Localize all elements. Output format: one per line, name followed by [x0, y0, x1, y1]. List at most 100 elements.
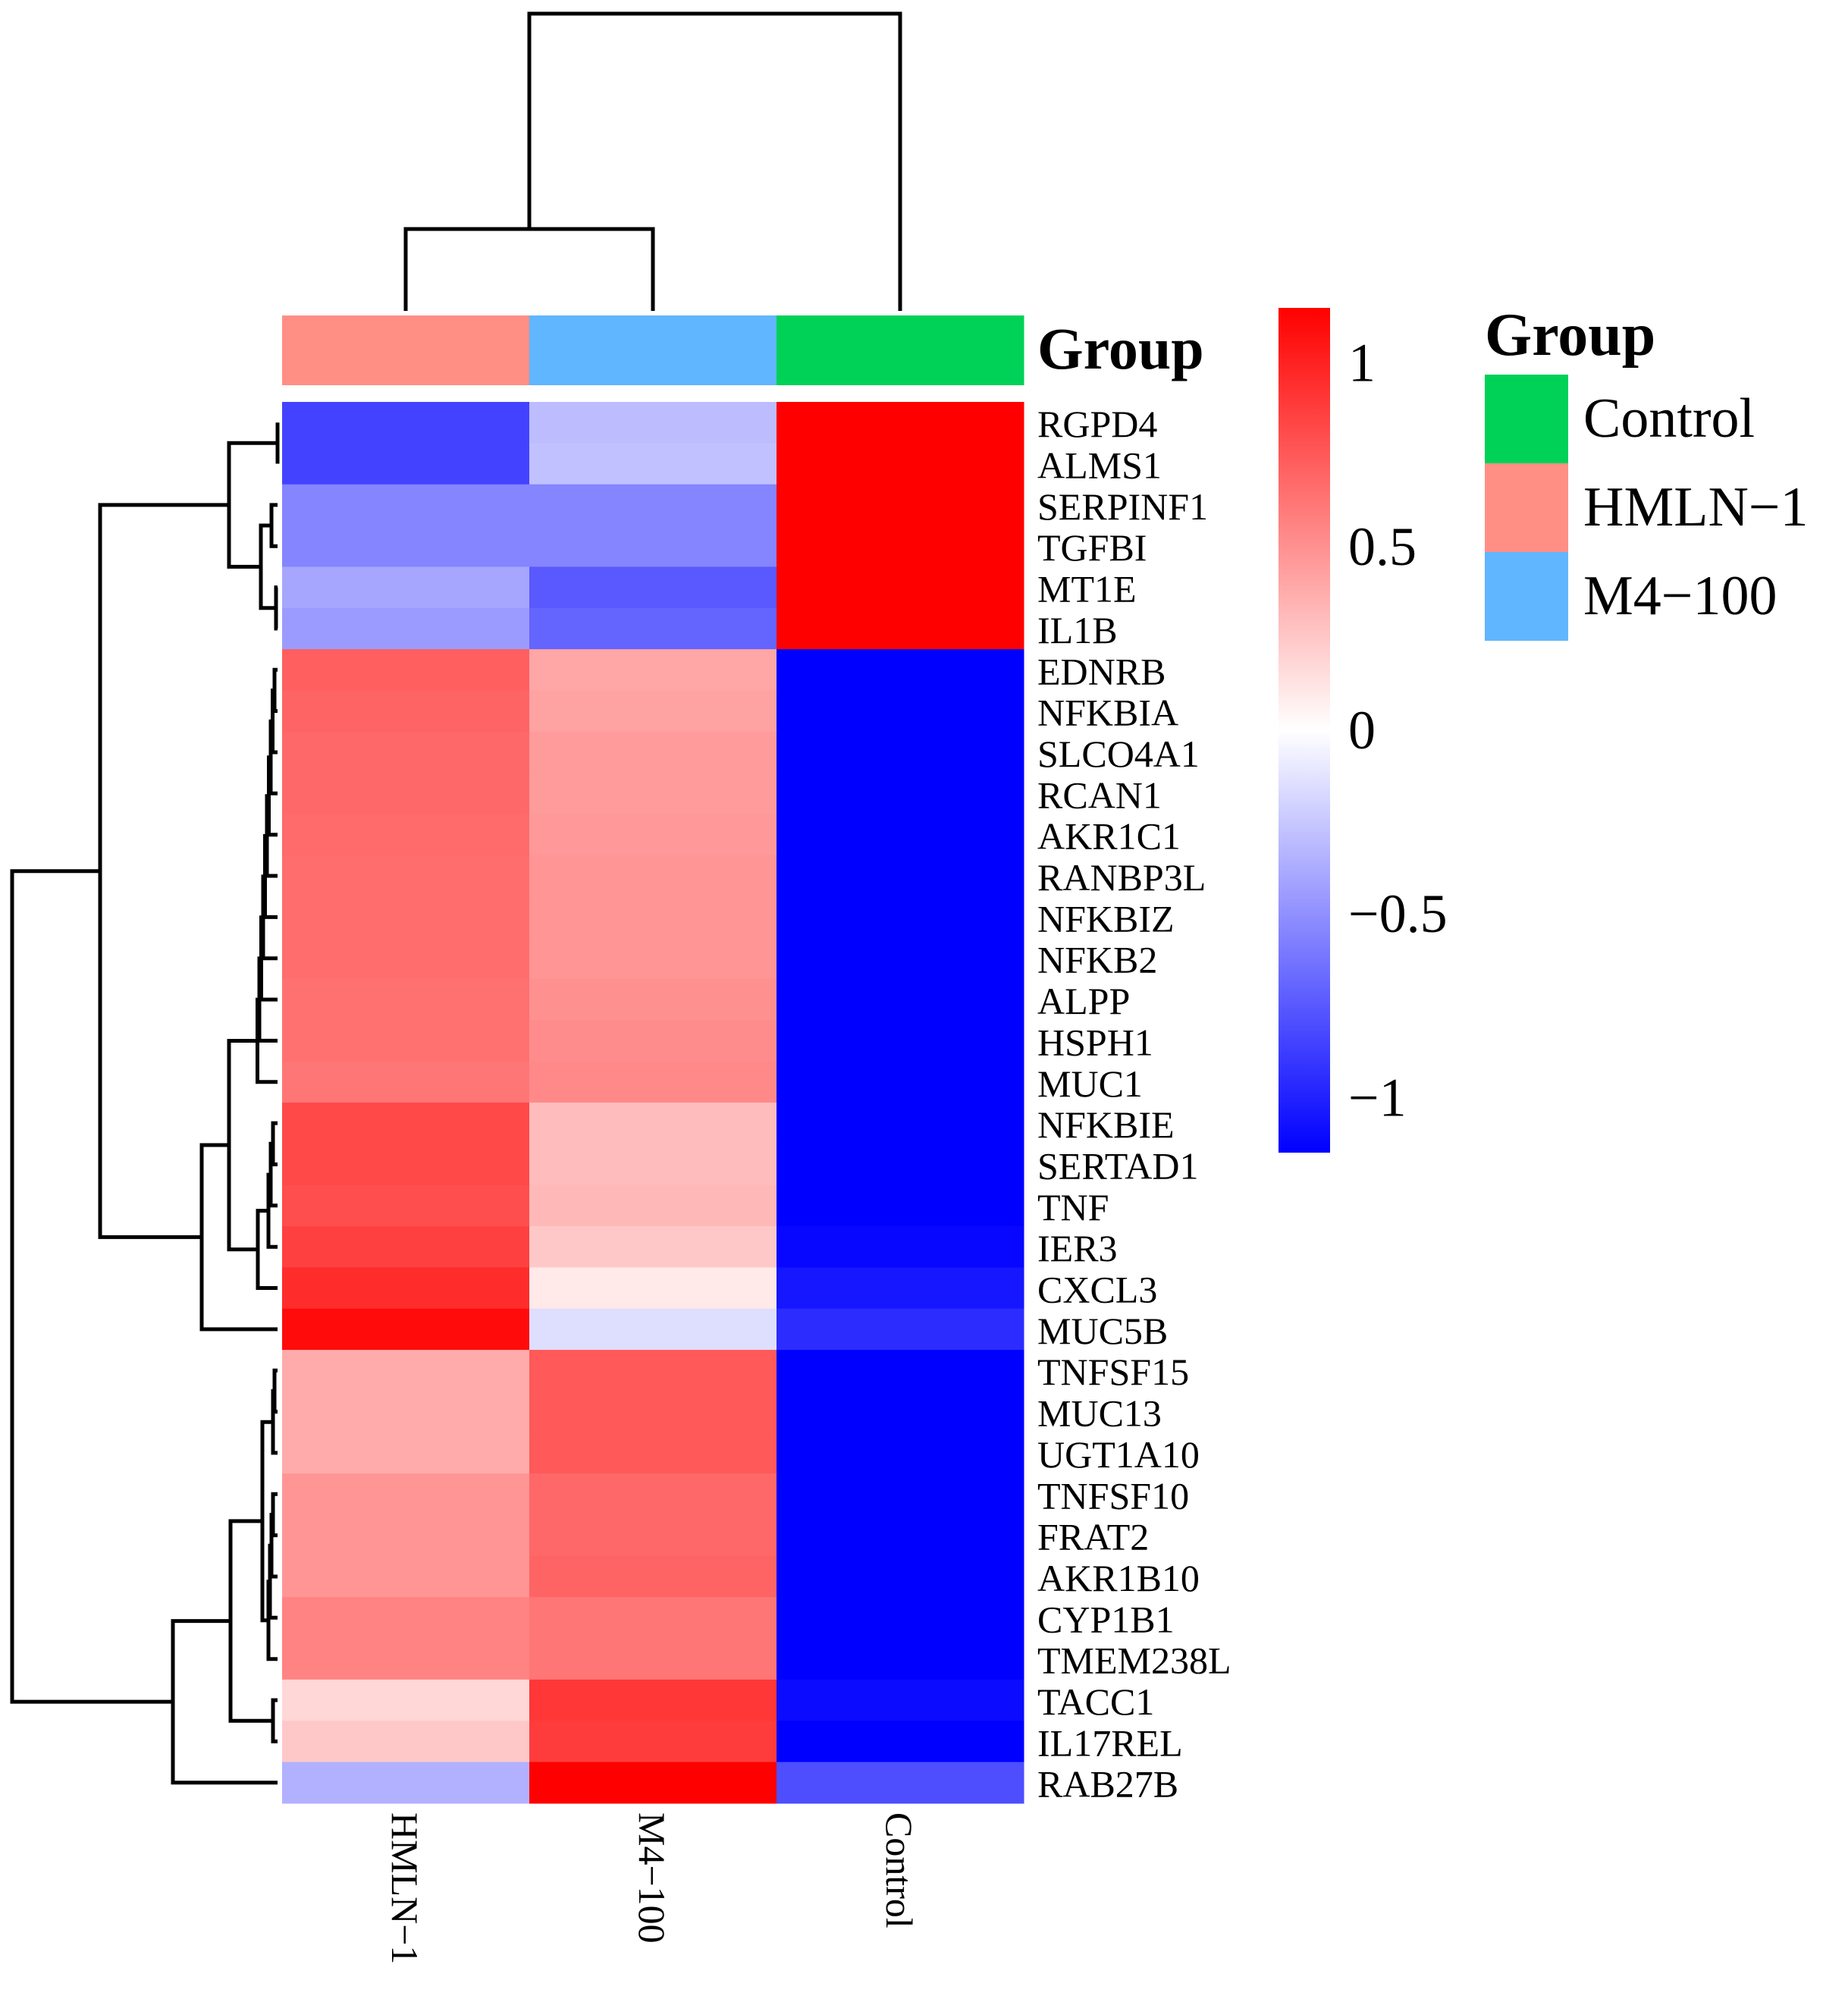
cell-tnf-hmln-1	[282, 1184, 530, 1227]
cell-il17rel-hmln-1	[282, 1721, 530, 1763]
cell-hsph1-control	[777, 1020, 1024, 1062]
cell-muc1-control	[777, 1061, 1024, 1103]
cell-cyp1b1-m4-100	[529, 1597, 777, 1639]
cell-tacc1-hmln-1	[282, 1679, 530, 1721]
cell-muc1-hmln-1	[282, 1061, 530, 1103]
row-label-tnfsf10: TNFSF10	[1037, 1474, 1189, 1517]
column-labels: HMLN−1 M4−100 Control	[384, 1812, 921, 1964]
cell-ednrb-m4-100	[529, 649, 777, 692]
cell-alpp-hmln-1	[282, 978, 530, 1021]
row-label-hsph1: HSPH1	[1037, 1021, 1153, 1063]
cell-cyp1b1-control	[777, 1597, 1024, 1639]
row-label-tacc1: TACC1	[1037, 1680, 1154, 1723]
cell-ranbp3l-m4-100	[529, 855, 777, 897]
cell-slco4a1-m4-100	[529, 731, 777, 773]
cell-muc13-m4-100	[529, 1391, 777, 1433]
cell-nfkbiz-hmln-1	[282, 896, 530, 939]
row-dendrogram-branch	[272, 667, 278, 714]
cell-nfkb2-hmln-1	[282, 937, 530, 980]
cell-ranbp3l-control	[777, 855, 1024, 897]
row-dendrogram-branch	[10, 869, 173, 1704]
annotation-cell-control	[777, 315, 1024, 385]
row-label-cyp1b1: CYP1B1	[1037, 1598, 1175, 1640]
cell-tnf-m4-100	[529, 1184, 777, 1227]
row-label-muc5b: MUC5B	[1037, 1310, 1168, 1352]
row-dendrogram-branch	[267, 755, 278, 837]
cell-alpp-m4-100	[529, 978, 777, 1021]
colorbar-tick-label: −1	[1348, 1067, 1407, 1128]
column-dendrogram-branch	[527, 11, 902, 311]
legend-label-hmln-1: HMLN−1	[1583, 476, 1809, 538]
cell-sertad1-m4-100	[529, 1144, 777, 1186]
cell-slco4a1-hmln-1	[282, 731, 530, 773]
row-label-serpinf1: SERPINF1	[1037, 485, 1208, 528]
cell-frat2-hmln-1	[282, 1514, 530, 1557]
row-label-ier3: IER3	[1037, 1227, 1118, 1269]
cell-ranbp3l-hmln-1	[282, 855, 530, 897]
column-label-control: Control	[878, 1812, 921, 1928]
legend-label-control: Control	[1583, 388, 1755, 450]
colorbar-gradient	[1279, 308, 1330, 1153]
cell-muc5b-hmln-1	[282, 1308, 530, 1351]
cell-il17rel-m4-100	[529, 1721, 777, 1763]
row-label-muc13: MUC13	[1037, 1392, 1162, 1435]
cell-rab27b-hmln-1	[282, 1762, 530, 1804]
row-label-ednrb: EDNRB	[1037, 650, 1166, 692]
row-dendrogram-branch	[98, 503, 229, 1239]
cell-tacc1-m4-100	[529, 1679, 777, 1721]
cell-slco4a1-control	[777, 731, 1024, 773]
cell-mt1e-hmln-1	[282, 566, 530, 609]
row-label-akr1b10: AKR1B10	[1037, 1557, 1200, 1599]
row-label-cxcl3: CXCL3	[1037, 1269, 1157, 1311]
cell-rgpd4-hmln-1	[282, 402, 530, 444]
cell-rcan1-control	[777, 773, 1024, 815]
cell-tmem238l-m4-100	[529, 1638, 777, 1680]
row-label-muc1: MUC1	[1037, 1062, 1143, 1105]
cell-nfkb2-control	[777, 937, 1024, 980]
legend-swatch-m4-100	[1485, 552, 1568, 641]
cell-tnfsf10-control	[777, 1473, 1024, 1516]
row-label-mt1e: MT1E	[1037, 568, 1137, 610]
heatmap-cells	[282, 402, 1024, 1804]
row-label-tnfsf15: TNFSF15	[1037, 1351, 1189, 1393]
group-annotation-label: Group	[1037, 315, 1204, 381]
cell-serpinf1-hmln-1	[282, 484, 530, 526]
row-label-rab27b: RAB27B	[1037, 1763, 1178, 1806]
row-dendrogram-branch	[227, 1039, 258, 1252]
cell-akr1c1-hmln-1	[282, 814, 530, 856]
cell-nfkbia-control	[777, 690, 1024, 733]
cell-akr1c1-m4-100	[529, 814, 777, 856]
row-label-tnf: TNF	[1037, 1186, 1109, 1228]
colorbar-tick-label: 1	[1348, 333, 1376, 394]
cell-tnf-control	[777, 1184, 1024, 1227]
colorbar-tick-label: 0	[1348, 700, 1376, 761]
cell-mt1e-control	[777, 566, 1024, 609]
cell-alms1-hmln-1	[282, 443, 530, 485]
legend-label-m4-100: M4−100	[1583, 565, 1777, 627]
cell-nfkbie-m4-100	[529, 1102, 777, 1144]
cell-hsph1-m4-100	[529, 1020, 777, 1062]
cell-ednrb-hmln-1	[282, 649, 530, 692]
cell-alms1-control	[777, 443, 1024, 485]
row-label-nfkbie: NFKBIE	[1037, 1103, 1175, 1146]
cell-cxcl3-hmln-1	[282, 1267, 530, 1310]
cell-nfkbiz-m4-100	[529, 896, 777, 939]
cell-tmem238l-hmln-1	[282, 1638, 530, 1680]
cell-alms1-m4-100	[529, 443, 777, 485]
row-label-il17rel: IL17REL	[1037, 1721, 1183, 1764]
row-label-tmem238l: TMEM238L	[1037, 1639, 1231, 1682]
row-label-nfkb2: NFKB2	[1037, 939, 1157, 981]
cell-ugt1a10-hmln-1	[282, 1432, 530, 1474]
row-dendrogram-branch	[271, 1698, 278, 1743]
cell-tnfsf15-control	[777, 1350, 1024, 1392]
row-dendrogram-branch	[199, 1143, 278, 1332]
cell-akr1c1-control	[777, 814, 1024, 856]
row-label-alms1: ALMS1	[1037, 444, 1162, 487]
row-label-rcan1: RCAN1	[1037, 773, 1162, 816]
colorbar-tick-label: −0.5	[1348, 883, 1448, 944]
row-dendrogram-branch	[274, 585, 278, 631]
cell-tnfsf15-m4-100	[529, 1350, 777, 1392]
cell-ugt1a10-m4-100	[529, 1432, 777, 1474]
cell-tacc1-control	[777, 1679, 1024, 1721]
